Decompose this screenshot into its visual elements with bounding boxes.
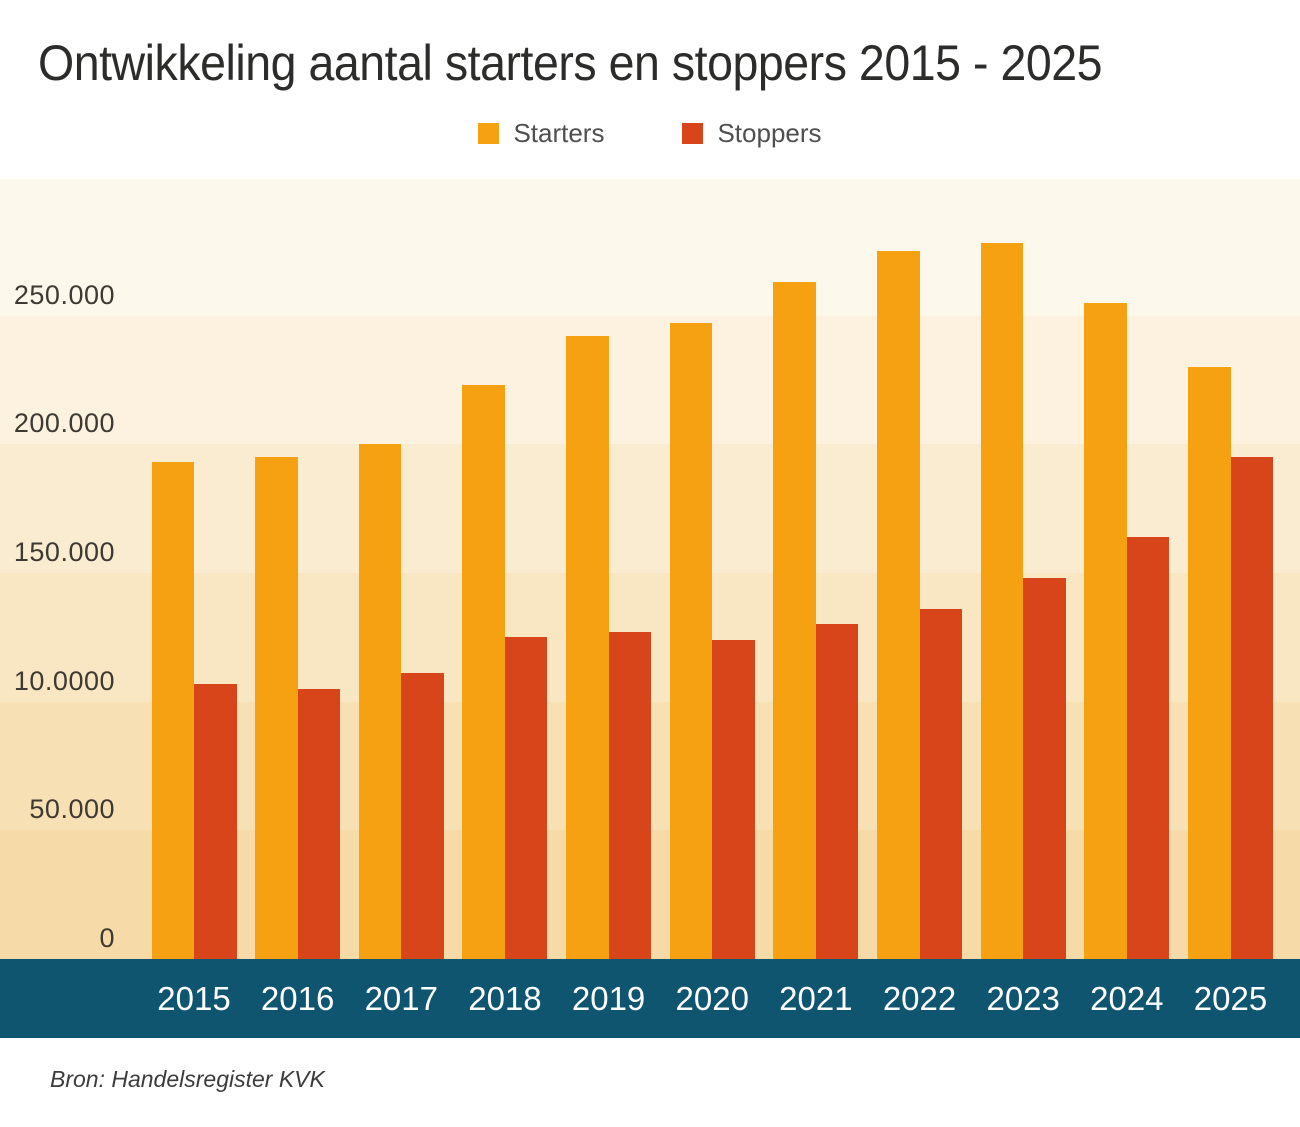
x-axis-label-2021: 2021: [779, 980, 853, 1017]
bar-stoppers-2024: [1126, 536, 1170, 959]
bar-stoppers-2016: [297, 688, 341, 959]
legend-item-starters: Starters: [478, 118, 604, 149]
bar-starters-2016: [255, 457, 298, 959]
bar-stoppers-2018: [504, 637, 548, 959]
bar-stoppers-2022: [919, 608, 963, 959]
bar-starters-2018: [462, 384, 505, 959]
x-axis-label-2023: 2023: [986, 980, 1060, 1017]
y-axis-tick-label: 0: [99, 923, 115, 953]
background-band: [0, 315, 1300, 445]
bar-starters-2019: [566, 336, 609, 959]
x-axis-label-2025: 2025: [1193, 980, 1268, 1017]
bar-starters-2023: [980, 243, 1024, 959]
x-axis-band: 2015 2016 2017 2018 2019 2020 2021 2022 2023 2024…: [0, 959, 1300, 1038]
y-axis-tick-label: 150.000: [13, 536, 115, 567]
x-axis-label-2018: 2018: [468, 980, 542, 1017]
bar-starters-2017: [358, 444, 402, 959]
legend: Starters Stoppers: [0, 118, 1300, 149]
stoppers-legend-swatch-icon: [682, 123, 704, 144]
y-axis-tick-label: 250.000: [13, 279, 115, 310]
bar-starters-2020: [669, 323, 713, 959]
plot-area: 250.000 200.000 150.000 10.0000 50.000 0: [0, 179, 1300, 959]
bar-stoppers-2019: [608, 632, 652, 959]
legend-item-stoppers: Stoppers: [682, 118, 822, 149]
chart-title: Ontwikkeling aantal starters en stoppers…: [38, 35, 1103, 91]
stoppers-legend-label: Stoppers: [717, 118, 822, 148]
x-axis-label-2017: 2017: [364, 980, 438, 1017]
bar-starters-2025: [1188, 366, 1231, 959]
starters-legend-label: Starters: [513, 118, 605, 148]
x-axis-label-2019: 2019: [571, 980, 646, 1017]
x-axis-label-2016: 2016: [260, 980, 335, 1017]
y-axis-tick-label: 10.0000: [13, 665, 115, 696]
x-axis-label-2020: 2020: [675, 980, 749, 1017]
bar-stoppers-2021: [815, 624, 859, 959]
bar-starters-2022: [877, 251, 920, 959]
x-axis-label-2015: 2015: [157, 980, 231, 1017]
bar-starters-2021: [773, 282, 816, 959]
background-band: [0, 179, 1300, 316]
x-axis-label-2024: 2024: [1090, 980, 1164, 1017]
bar-stoppers-2020: [712, 639, 755, 959]
x-axis-label-2022: 2022: [882, 980, 957, 1017]
bar-stoppers-2025: [1230, 457, 1273, 959]
bar-stoppers-2017: [401, 673, 444, 959]
bar-starters-2024: [1084, 302, 1127, 959]
bar-stoppers-2015: [194, 683, 237, 959]
bar-stoppers-2023: [1023, 578, 1066, 959]
y-axis-tick-label: 50.000: [29, 794, 115, 825]
y-axis-tick-label: 200.000: [13, 408, 115, 439]
background-band: [0, 444, 1300, 573]
starters-legend-swatch-icon: [478, 123, 500, 144]
source-note: Bron: Handelsregister KVK: [50, 1066, 325, 1092]
bar-starters-2015: [151, 462, 194, 959]
